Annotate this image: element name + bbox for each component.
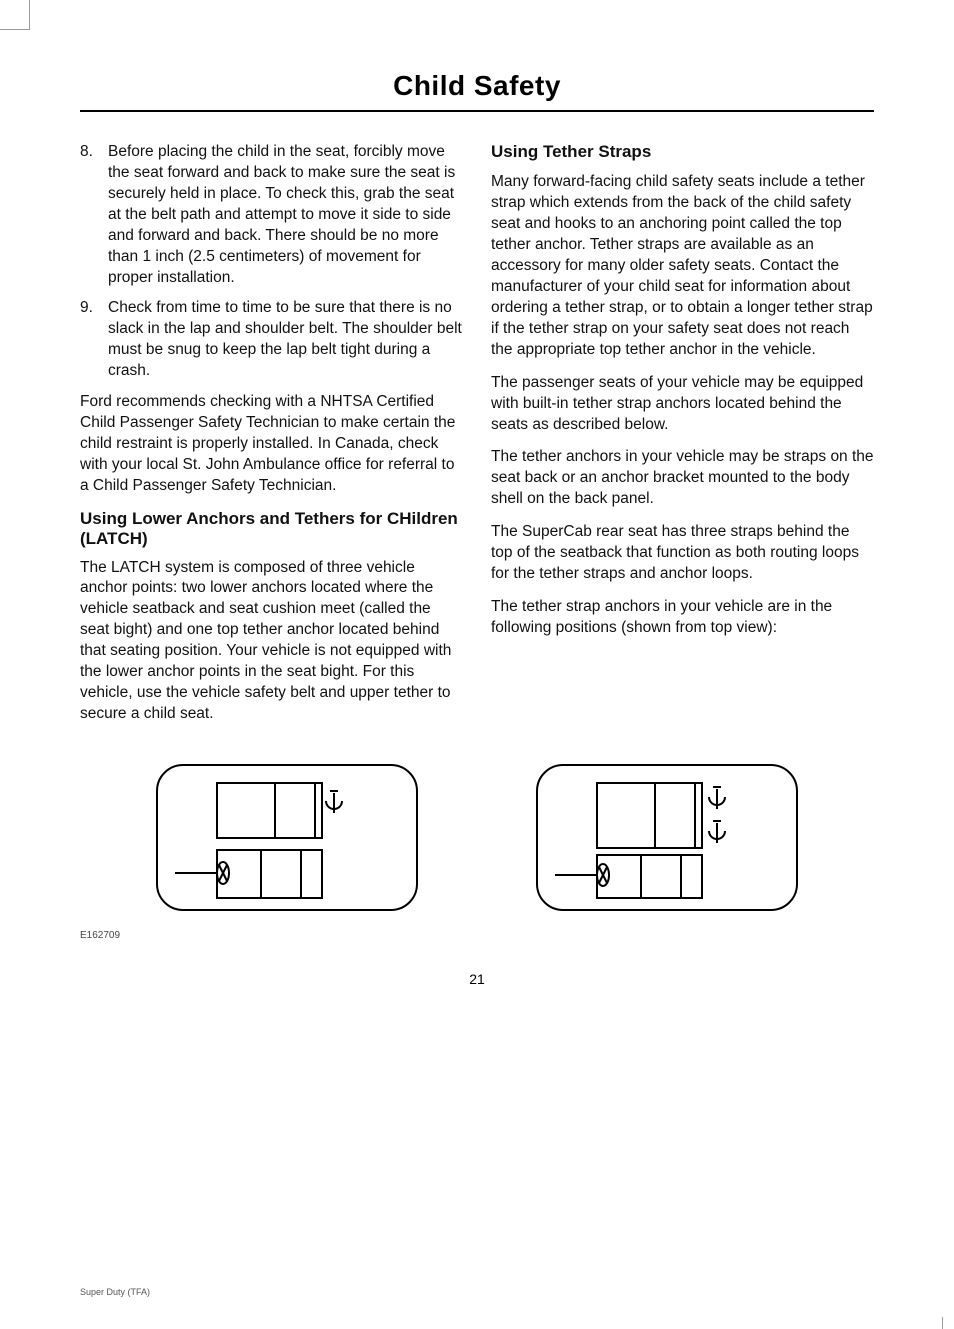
list-item: 8. Before placing the child in the seat,… xyxy=(80,142,463,288)
tether-diagram-right xyxy=(507,755,827,920)
list-text: Before placing the child in the seat, fo… xyxy=(108,142,463,288)
section-heading-tether: Using Tether Straps xyxy=(491,142,874,162)
section-heading-latch: Using Lower Anchors and Tethers for CHil… xyxy=(80,509,463,550)
list-text: Check from time to time to be sure that … xyxy=(108,298,463,382)
left-column: 8. Before placing the child in the seat,… xyxy=(80,142,463,737)
tether-diagram-left xyxy=(127,755,447,920)
paragraph: Many forward-facing child safety seats i… xyxy=(491,172,874,360)
list-number: 9. xyxy=(80,298,108,382)
list-number: 8. xyxy=(80,142,108,288)
list-item: 9. Check from time to time to be sure th… xyxy=(80,298,463,382)
right-column: Using Tether Straps Many forward-facing … xyxy=(491,142,874,737)
paragraph: The SuperCab rear seat has three straps … xyxy=(491,522,874,585)
page-title: Child Safety xyxy=(80,70,874,102)
page-container: Child Safety 8. Before placing the child… xyxy=(0,0,954,1329)
diagram-row xyxy=(80,755,874,920)
footer-text: Super Duty (TFA) xyxy=(80,1287,150,1297)
paragraph: The passenger seats of your vehicle may … xyxy=(491,373,874,436)
paragraph: The tether anchors in your vehicle may b… xyxy=(491,447,874,510)
page-header: Child Safety xyxy=(80,70,874,112)
content-columns: 8. Before placing the child in the seat,… xyxy=(80,142,874,737)
paragraph: The LATCH system is composed of three ve… xyxy=(80,558,463,725)
page-number: 21 xyxy=(80,971,874,987)
figure-label: E162709 xyxy=(80,930,874,941)
paragraph: Ford recommends checking with a NHTSA Ce… xyxy=(80,392,463,497)
paragraph: The tether strap anchors in your vehicle… xyxy=(491,597,874,639)
